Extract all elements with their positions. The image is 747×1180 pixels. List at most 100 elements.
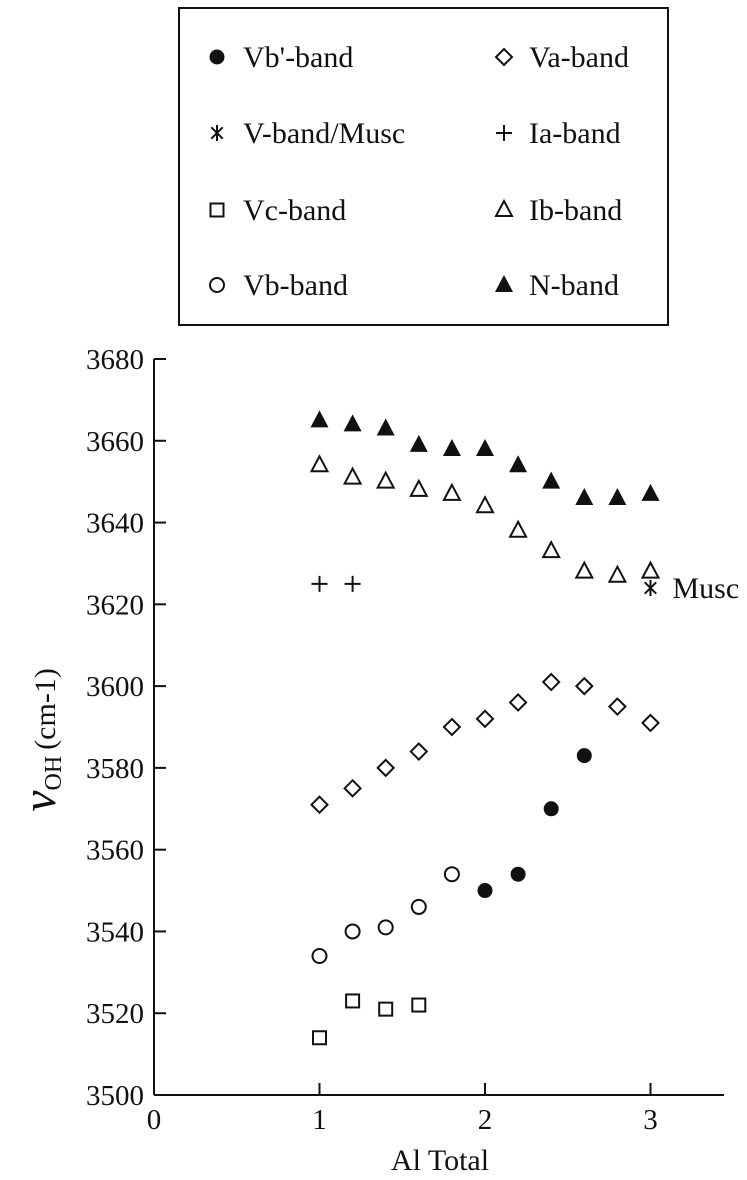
data-point (640, 560, 661, 579)
y-tick-label: 3620 (86, 589, 144, 621)
legend-label: Ib-band (529, 194, 622, 227)
axes (153, 359, 724, 1096)
data-point (476, 438, 494, 456)
x-tick-label: 0 (147, 1104, 162, 1136)
data-point (409, 434, 428, 452)
axis-titles: Al Total νOH (cm-1) (13, 668, 489, 1177)
legend-marker (210, 125, 224, 141)
y-tick-label: 3600 (86, 671, 144, 703)
legend-label: Va-band (529, 41, 629, 74)
data-point (443, 866, 460, 883)
data-point (411, 997, 427, 1013)
legend-marker (496, 125, 512, 141)
y-tick-label: 3500 (86, 1080, 144, 1112)
legend-marker (209, 202, 225, 218)
data-point (576, 748, 592, 764)
data-point (510, 866, 526, 882)
data-point (311, 947, 328, 964)
data-point (574, 676, 594, 696)
y-tick-label: 3580 (86, 753, 144, 785)
data-point (376, 758, 396, 778)
data-point (475, 495, 495, 514)
y-axis-subscript: OH (41, 756, 67, 791)
data-point (607, 564, 628, 583)
y-tick-label: 3520 (86, 998, 144, 1030)
series-plus (311, 575, 361, 592)
data-point (311, 575, 328, 592)
data-point (342, 466, 363, 485)
data-point (378, 1001, 394, 1017)
y-axis-title: νOH (cm-1) (13, 668, 67, 812)
data-point (410, 898, 427, 915)
y-tick-label: 3540 (86, 916, 144, 948)
y-tick-label: 3560 (86, 835, 144, 867)
legend-label: Vb'-band (243, 41, 353, 74)
legend-marker (494, 198, 514, 217)
legend-marker (209, 49, 225, 65)
data-point (508, 693, 528, 712)
data-point (343, 778, 363, 798)
data-point (442, 717, 462, 737)
legend-marker (495, 275, 513, 292)
data-point (377, 919, 394, 936)
data-point (475, 709, 495, 729)
series-diamond (310, 672, 660, 815)
data-point (442, 482, 462, 501)
ticks: 3500 3520 3540 3560 3580 3600 3620 3640 3660 3680… (86, 344, 658, 1136)
legend-label: V-band/Musc (243, 117, 405, 150)
data-point (376, 470, 396, 489)
y-tick-label: 3660 (86, 426, 144, 458)
legend-marker (494, 47, 514, 67)
data-point (543, 801, 559, 817)
data-point (509, 455, 528, 473)
data-point (541, 540, 561, 559)
data-point (574, 560, 594, 579)
data-point (310, 410, 329, 428)
data-point (644, 579, 657, 596)
y-axis-unit: (cm-1) (29, 668, 62, 750)
data-point (345, 993, 361, 1009)
legend-label: Vb-band (243, 269, 348, 302)
data-point (312, 1030, 327, 1046)
data-points: Musc (309, 410, 740, 1046)
series-square (312, 993, 427, 1046)
data-point (608, 488, 627, 506)
data-point (641, 483, 660, 501)
data-point (575, 488, 594, 506)
annotation-label: Musc (673, 572, 740, 605)
y-tick-label: 3680 (86, 344, 144, 376)
data-point (409, 478, 429, 497)
series-open-triangle (309, 454, 661, 583)
legend-label: Vc-band (243, 194, 346, 227)
x-tick-label: 2 (478, 1104, 493, 1136)
series-asterisk (644, 579, 657, 596)
data-point (409, 742, 429, 761)
legend-box (178, 7, 669, 326)
x-tick-label: 1 (312, 1104, 327, 1136)
x-axis-title: Al Total (391, 1144, 489, 1177)
data-point (477, 883, 493, 899)
data-point (542, 471, 561, 489)
data-point (641, 713, 660, 733)
data-point (310, 795, 329, 815)
legend-label: Ia-band (529, 117, 621, 150)
data-point (442, 438, 461, 456)
data-point (343, 414, 362, 432)
data-point (344, 575, 361, 592)
series-filled-triangle (310, 410, 660, 506)
series-open-circle (311, 866, 460, 964)
x-tick-label: 3 (643, 1104, 658, 1136)
data-point (541, 672, 561, 692)
legend-marker (209, 277, 225, 293)
data-point (376, 418, 395, 436)
data-point (344, 923, 361, 940)
y-axis-symbol: ν (13, 790, 66, 812)
legend-label: N-band (529, 269, 619, 302)
y-tick-label: 3640 (86, 508, 144, 540)
data-point (607, 697, 627, 716)
legend: Vb'-band Va-band V-band/Musc Ia-band Vc-band… (178, 7, 669, 326)
y-axis-title-text: νOH (cm-1) (13, 668, 67, 812)
data-point (309, 454, 330, 473)
data-point (508, 519, 528, 538)
